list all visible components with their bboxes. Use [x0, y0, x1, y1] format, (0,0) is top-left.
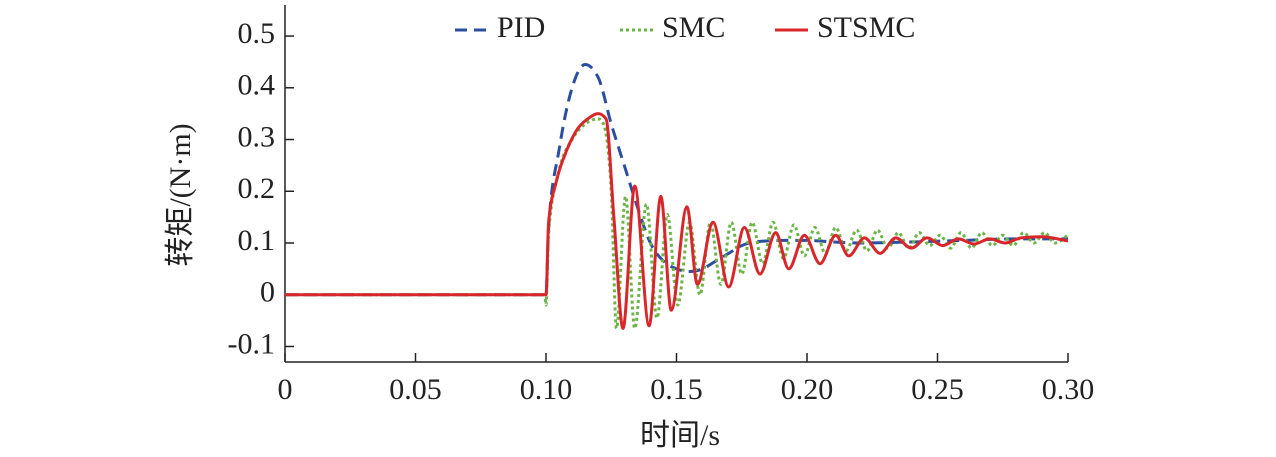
x-tick-label: 0.15 [650, 373, 703, 406]
legend-label: STSMC [817, 11, 915, 44]
series-line [285, 62, 1068, 297]
series-line [285, 112, 1069, 330]
y-tick-label: 0.5 [238, 17, 276, 50]
legend-label: SMC [662, 11, 725, 44]
y-tick-label: 0.2 [238, 172, 276, 205]
y-tick-label: 0.1 [238, 224, 276, 257]
x-tick-label: 0.25 [911, 373, 964, 406]
x-tick-label: 0.10 [520, 373, 573, 406]
y-tick-label: -0.1 [228, 327, 276, 360]
y-tick-label: 0 [260, 276, 275, 309]
x-tick-label: 0.05 [389, 373, 442, 406]
x-tick-label: 0.20 [781, 373, 834, 406]
y-axis-label: 转矩/(N·m) [164, 123, 197, 266]
x-axis-label: 时间/s [640, 419, 720, 452]
y-tick-label: 0.3 [238, 120, 276, 153]
y-tick-label: 0.4 [238, 69, 276, 102]
x-tick-label: 0 [278, 373, 293, 406]
x-tick-label: 0.30 [1042, 373, 1095, 406]
legend-label: PID [497, 11, 545, 44]
series-line [285, 117, 1069, 330]
